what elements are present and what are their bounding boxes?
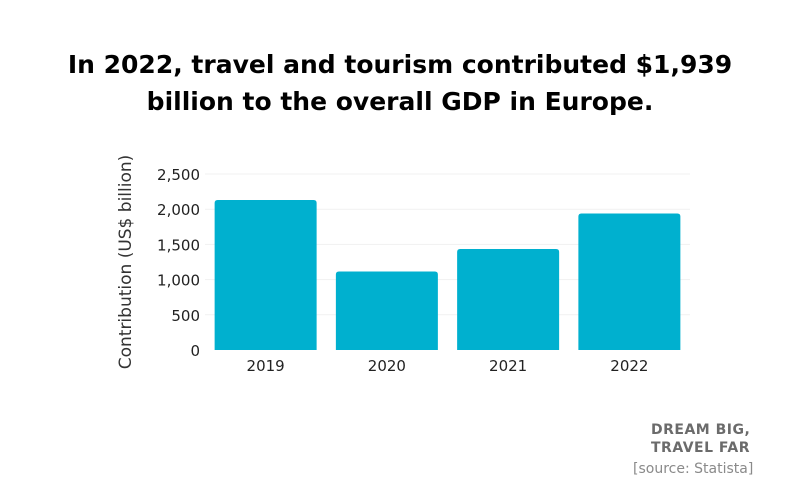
source-note: [source: Statista] — [633, 461, 754, 477]
chart-title-line-2: billion to the overall GDP in Europe. — [146, 87, 654, 116]
bar-2021 — [457, 248, 560, 350]
x-axis-ticks: 2019 2020 2021 2022 — [247, 357, 649, 375]
y-tick-label: 500 — [171, 307, 200, 325]
y-tick-label: 1,500 — [157, 236, 200, 254]
y-tick-label: 2,500 — [157, 166, 200, 184]
brand-logo-text: DREAM BIG, TRAVEL FAR — [651, 421, 750, 457]
bar-2019 — [214, 200, 317, 350]
y-tick-label: 0 — [190, 342, 200, 360]
y-axis-ticks: 0 500 1,000 1,500 2,000 2,500 — [157, 166, 200, 360]
chart-title: In 2022, travel and tourism contributed … — [0, 46, 800, 120]
x-tick-label: 2021 — [489, 357, 527, 375]
bar-2020 — [335, 271, 438, 350]
chart-title-line-1: In 2022, travel and tourism contributed … — [67, 50, 733, 79]
brand-line-1: DREAM BIG, — [651, 422, 751, 438]
x-tick-label: 2019 — [247, 357, 285, 375]
brand-line-2: TRAVEL FAR — [651, 440, 750, 456]
x-tick-label: 2020 — [368, 357, 406, 375]
bars — [214, 200, 681, 350]
bar-2022 — [578, 213, 681, 350]
y-axis-label: Contribution (US$ billion) — [116, 155, 136, 370]
y-tick-label: 1,000 — [157, 272, 200, 290]
x-tick-label: 2022 — [610, 357, 648, 375]
y-tick-label: 2,000 — [157, 201, 200, 219]
